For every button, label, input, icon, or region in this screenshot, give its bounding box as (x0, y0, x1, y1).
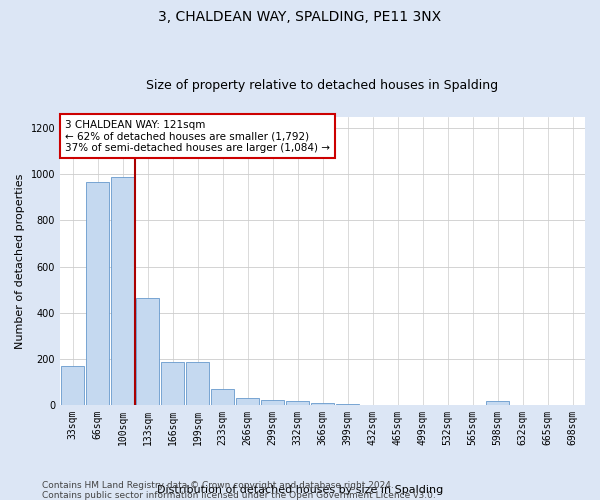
Title: Size of property relative to detached houses in Spalding: Size of property relative to detached ho… (146, 79, 499, 92)
Bar (260, 400, 284, 405)
Bar (161, 362, 184, 405)
Text: 3, CHALDEAN WAY, SPALDING, PE11 3NX: 3, CHALDEAN WAY, SPALDING, PE11 3NX (158, 10, 442, 24)
Text: Distribution of detached houses by size in Spalding: Distribution of detached houses by size … (157, 485, 443, 495)
Bar (211, 389, 235, 405)
Bar (286, 402, 310, 405)
Bar (335, 404, 359, 405)
Bar (485, 402, 509, 405)
Bar (185, 362, 209, 405)
Bar (136, 298, 160, 405)
Bar (61, 366, 85, 405)
Bar (86, 182, 109, 405)
Text: 3 CHALDEAN WAY: 121sqm
← 62% of detached houses are smaller (1,792)
37% of semi-: 3 CHALDEAN WAY: 121sqm ← 62% of detached… (65, 120, 330, 153)
Bar (236, 398, 259, 405)
Text: Contains HM Land Registry data © Crown copyright and database right 2024.
Contai: Contains HM Land Registry data © Crown c… (42, 480, 436, 500)
Bar (110, 176, 134, 405)
Y-axis label: Number of detached properties: Number of detached properties (15, 173, 25, 348)
Bar (311, 402, 334, 405)
